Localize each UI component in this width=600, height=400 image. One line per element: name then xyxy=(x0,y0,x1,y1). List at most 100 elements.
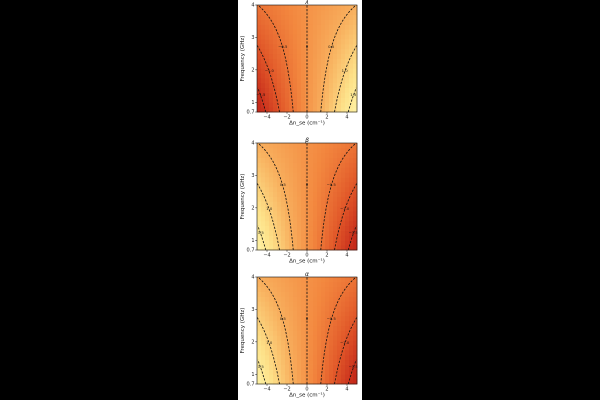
x-tick-label: 0 xyxy=(305,253,308,259)
heatmap-cell xyxy=(313,14,318,20)
heatmap-cell xyxy=(289,53,294,59)
heatmap-cell xyxy=(353,53,358,59)
heatmap-cell xyxy=(309,82,314,89)
heatmap-cell xyxy=(281,39,286,45)
heatmap-cell xyxy=(345,306,350,312)
heatmap-cell xyxy=(265,152,270,158)
heatmap-cell xyxy=(265,311,270,317)
heatmap-cell xyxy=(321,364,326,370)
heatmap-cell xyxy=(297,53,302,59)
y-tick-label: 4 xyxy=(251,141,254,147)
heatmap-cell xyxy=(297,162,302,168)
heatmap-cell xyxy=(341,311,346,317)
heatmap-cell xyxy=(337,354,342,361)
heatmap-cell xyxy=(293,107,298,113)
heatmap-cell xyxy=(261,162,266,168)
heatmap-cell xyxy=(269,177,274,183)
heatmap-cell xyxy=(333,349,338,356)
heatmap-cell xyxy=(317,102,322,108)
heatmap-cell xyxy=(273,354,278,361)
heatmap-cell xyxy=(353,34,358,40)
heatmap-cell xyxy=(321,34,326,40)
heatmap-cell xyxy=(325,369,330,375)
heatmap-cell xyxy=(317,157,322,163)
heatmap-cell xyxy=(321,354,326,361)
heatmap-cell xyxy=(297,291,302,297)
heatmap-cell xyxy=(273,167,278,173)
heatmap-cell xyxy=(265,157,270,163)
heatmap-cell xyxy=(257,364,262,370)
contour-label: −1.0 xyxy=(265,68,275,73)
heatmap-cell xyxy=(285,345,290,351)
heatmap-cell xyxy=(341,92,346,98)
heatmap-cell xyxy=(261,330,266,336)
heatmap-cell xyxy=(293,235,298,241)
heatmap-cell xyxy=(337,157,342,163)
heatmap-cell xyxy=(349,374,354,380)
heatmap-cell xyxy=(329,97,334,103)
heatmap-cell xyxy=(269,330,274,336)
heatmap-cell xyxy=(273,92,278,98)
heatmap-cell xyxy=(257,354,262,361)
heatmap-cell xyxy=(281,245,286,251)
contour-label: 1.5 xyxy=(350,92,357,97)
heatmap-cell xyxy=(269,369,274,375)
heatmap-cell xyxy=(317,220,322,227)
heatmap-cell xyxy=(353,196,358,202)
heatmap-cell xyxy=(313,286,318,292)
heatmap-cell xyxy=(309,281,314,288)
heatmap-cell xyxy=(341,296,346,302)
contour-label: 0.5 xyxy=(328,44,335,49)
heatmap-cell xyxy=(281,77,286,84)
heatmap-cell xyxy=(313,315,318,322)
heatmap-cell xyxy=(273,235,278,241)
heatmap-cell xyxy=(353,102,358,108)
heatmap-cell xyxy=(273,364,278,370)
heatmap-cell xyxy=(257,58,262,64)
heatmap-cell xyxy=(337,152,342,158)
heatmap-cell xyxy=(297,301,302,307)
x-tick-label: 0 xyxy=(305,387,308,393)
heatmap-cell xyxy=(349,296,354,302)
heatmap-cell xyxy=(329,143,334,149)
heatmap-cell xyxy=(353,43,358,50)
heatmap-cell xyxy=(333,152,338,158)
heatmap-cell xyxy=(269,320,274,327)
heatmap-cell xyxy=(269,73,274,79)
heatmap-cell xyxy=(349,107,354,113)
heatmap-cell xyxy=(333,196,338,202)
heatmap-cell xyxy=(325,374,330,380)
heatmap-cell xyxy=(333,340,338,346)
heatmap-cell xyxy=(285,354,290,361)
heatmap-cell xyxy=(269,48,274,55)
heatmap-cell xyxy=(325,196,330,202)
heatmap-cell xyxy=(261,364,266,370)
heatmap-cell xyxy=(309,53,314,59)
heatmap-cell xyxy=(341,359,346,365)
heatmap-cell xyxy=(257,9,262,16)
heatmap-cell xyxy=(313,330,318,336)
heatmap-cell xyxy=(285,296,290,302)
heatmap-cell xyxy=(269,107,274,113)
heatmap-cell xyxy=(317,235,322,241)
heatmap-cell xyxy=(277,315,282,322)
heatmap-cell xyxy=(261,379,266,385)
heatmap-cell xyxy=(265,172,270,178)
heatmap-cell xyxy=(345,39,350,45)
contour-label: 1.0 xyxy=(266,206,273,211)
heatmap-cell xyxy=(325,191,330,197)
contour-line xyxy=(257,276,294,385)
heatmap-cell xyxy=(297,82,302,89)
heatmap-cell xyxy=(349,230,354,236)
heatmap-cell xyxy=(313,19,318,25)
heatmap-cell xyxy=(353,172,358,178)
heatmap-cell xyxy=(337,97,342,103)
heatmap-cell xyxy=(281,48,286,55)
heatmap-cell xyxy=(333,286,338,292)
heatmap-cell xyxy=(281,240,286,246)
heatmap-cell xyxy=(293,359,298,365)
heatmap-cell xyxy=(317,206,322,212)
heatmap-cell xyxy=(317,107,322,113)
heatmap-cell xyxy=(321,53,326,59)
